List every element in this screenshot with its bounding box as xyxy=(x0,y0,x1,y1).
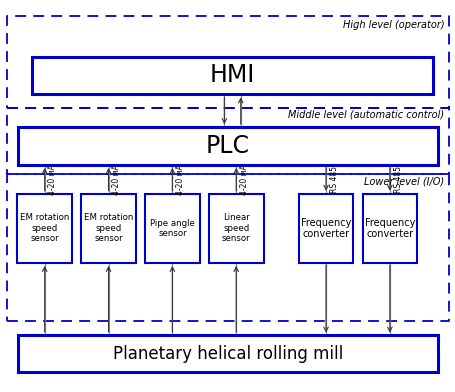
Text: Planetary helical rolling mill: Planetary helical rolling mill xyxy=(113,345,342,363)
Bar xyxy=(145,194,199,263)
Text: EM rotation
speed
sensor: EM rotation speed sensor xyxy=(84,213,133,243)
Text: HMI: HMI xyxy=(209,64,255,87)
Text: 4-20 мА: 4-20 мА xyxy=(176,164,185,195)
Text: 4-20 мА: 4-20 мА xyxy=(239,164,248,195)
Bar xyxy=(32,57,432,94)
Text: RS 485: RS 485 xyxy=(393,166,402,193)
Text: Frequency
converter: Frequency converter xyxy=(364,218,414,239)
Bar xyxy=(17,194,72,263)
Text: Frequency
converter: Frequency converter xyxy=(300,218,350,239)
Text: Lower level (I/O): Lower level (I/O) xyxy=(364,176,444,187)
Bar xyxy=(208,194,263,263)
Text: High level (operator): High level (operator) xyxy=(342,20,444,30)
Text: Pipe angle
sensor: Pipe angle sensor xyxy=(150,219,194,238)
Bar xyxy=(18,335,437,372)
Text: EM rotation
speed
sensor: EM rotation speed sensor xyxy=(20,213,69,243)
Text: RS 485: RS 485 xyxy=(329,166,338,193)
Text: PLC: PLC xyxy=(206,134,249,158)
Text: Linear
speed
sensor: Linear speed sensor xyxy=(222,213,250,243)
Bar xyxy=(18,127,437,165)
Text: Middle level (automatic control): Middle level (automatic control) xyxy=(288,110,444,120)
Bar xyxy=(362,194,416,263)
Bar xyxy=(298,194,353,263)
Text: 4-20 мА: 4-20 мА xyxy=(48,164,57,195)
Bar xyxy=(81,194,136,263)
Text: 4-20 мА: 4-20 мА xyxy=(112,164,121,195)
